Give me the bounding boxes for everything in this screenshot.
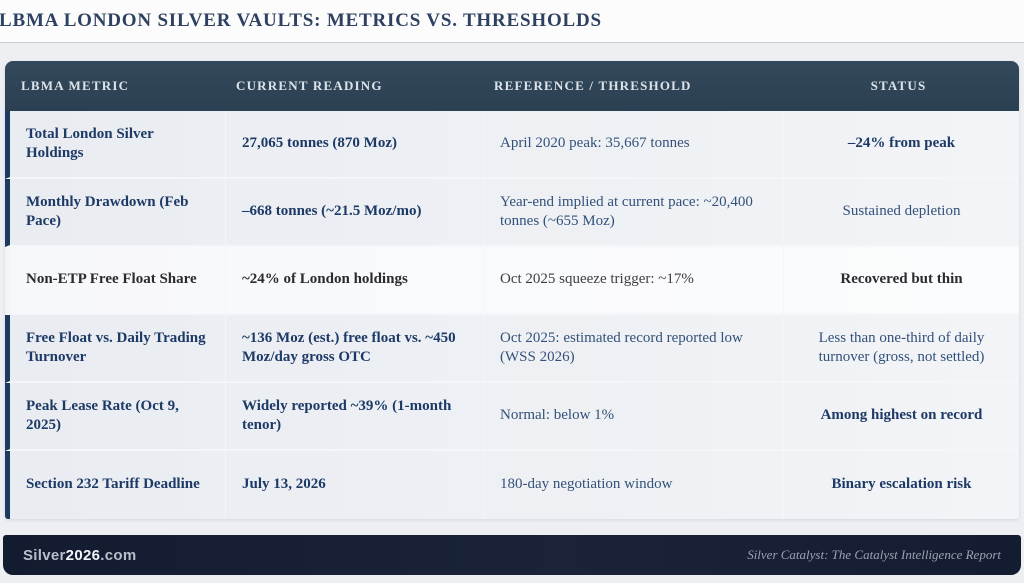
current-reading-cell: July 13, 2026 <box>225 451 483 519</box>
footer-site-url: Silver2026.com <box>23 547 136 564</box>
current-reading-cell: –668 tonnes (~21.5 Moz/mo) <box>225 179 483 245</box>
status-cell: Among highest on record <box>783 383 1019 449</box>
current-reading-cell: Widely reported ~39% (1-month tenor) <box>225 383 483 449</box>
reference-threshold-cell: Oct 2025: estimated record reported low … <box>483 315 783 381</box>
status-cell: Less than one-third of daily turnover (g… <box>783 315 1019 381</box>
reference-threshold-cell: April 2020 peak: 35,667 tonnes <box>483 111 783 177</box>
column-header-metric: LBMA METRIC <box>21 78 130 93</box>
table-row: Section 232 Tariff Deadline July 13, 202… <box>5 451 1019 519</box>
metric-cell: Free Float vs. Daily Trading Turnover <box>26 329 206 366</box>
status-cell: Binary escalation risk <box>783 451 1019 519</box>
column-header-current-reading: CURRENT READING <box>236 78 383 93</box>
reference-threshold-cell: Normal: below 1% <box>483 383 783 449</box>
table-row: Non-ETP Free Float Share ~24% of London … <box>5 247 1019 315</box>
table-row: Free Float vs. Daily Trading Turnover ~1… <box>5 315 1019 383</box>
title-bar: LBMA LONDON SILVER VAULTS: METRICS VS. T… <box>0 0 1024 43</box>
metric-cell: Peak Lease Rate (Oct 9, 2025) <box>26 397 179 434</box>
table-row: Total London Silver Holdings 27,065 tonn… <box>5 111 1019 179</box>
metric-cell: Monthly Drawdown (Feb Pace) <box>26 193 189 230</box>
status-cell: Recovered but thin <box>783 247 1019 313</box>
table-row: Monthly Drawdown (Feb Pace) –668 tonnes … <box>5 179 1019 247</box>
reference-threshold-cell: Year-end implied at current pace: ~20,40… <box>483 179 783 245</box>
column-header-reference-threshold: REFERENCE / THRESHOLD <box>494 78 692 93</box>
footer-report-title: Silver Catalyst: The Catalyst Intelligen… <box>747 547 1001 562</box>
metric-cell: Section 232 Tariff Deadline <box>26 476 200 493</box>
current-reading-cell: 27,065 tonnes (870 Moz) <box>225 111 483 177</box>
table-header-row: LBMA METRIC CURRENT READING REFERENCE / … <box>5 61 1019 111</box>
site-prefix: Silver <box>23 546 66 564</box>
footer-bar: Silver2026.com Silver Catalyst: The Cata… <box>3 535 1021 575</box>
current-reading-cell: ~136 Moz (est.) free float vs. ~450 Moz/… <box>225 315 483 381</box>
current-reading-cell: ~24% of London holdings <box>225 247 483 313</box>
metric-cell: Non-ETP Free Float Share <box>26 271 197 288</box>
metrics-table: LBMA METRIC CURRENT READING REFERENCE / … <box>5 61 1019 519</box>
metric-cell: Total London Silver Holdings <box>26 125 154 162</box>
reference-threshold-cell: Oct 2025 squeeze trigger: ~17% <box>483 247 783 313</box>
table-row: Peak Lease Rate (Oct 9, 2025) Widely rep… <box>5 383 1019 451</box>
reference-threshold-cell: 180-day negotiation window <box>483 451 783 519</box>
status-cell: Sustained depletion <box>783 179 1019 245</box>
site-year: 2026 <box>65 546 101 564</box>
site-tld: .com <box>100 546 137 564</box>
page-title: LBMA LONDON SILVER VAULTS: METRICS VS. T… <box>0 10 602 31</box>
status-cell: –24% from peak <box>783 111 1019 177</box>
column-header-status: STATUS <box>870 78 927 93</box>
table-body: Total London Silver Holdings 27,065 tonn… <box>5 111 1019 519</box>
